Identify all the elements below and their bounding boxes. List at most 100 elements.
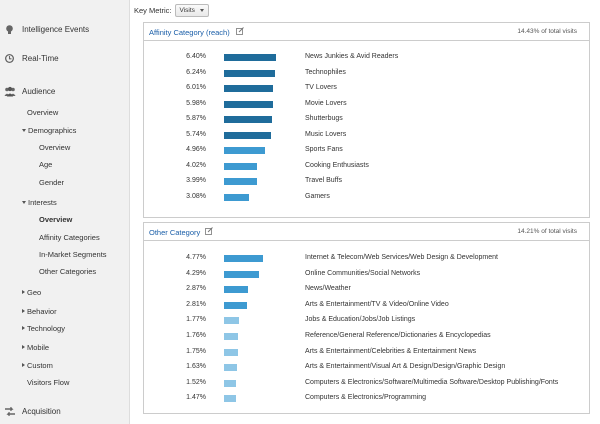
caret-down-icon <box>22 200 26 204</box>
nav-real-time-label: Real-Time <box>22 53 59 63</box>
caret-right-icon <box>22 363 25 367</box>
sidebar-item-geo[interactable]: Geo <box>0 286 130 298</box>
edit-icon[interactable] <box>205 227 213 235</box>
nav-acquisition-label: Acquisition <box>22 406 61 416</box>
lightbulb-icon <box>4 24 15 35</box>
sidebar-item-label: In-Market Segments <box>39 249 107 259</box>
sidebar-item-label: Other Categories <box>39 266 97 276</box>
bar-track <box>224 270 304 278</box>
bar-track <box>224 131 304 139</box>
panel-title[interactable]: Affinity Category (reach) <box>149 28 230 37</box>
nav-audience-label: Audience <box>22 86 56 96</box>
bar-track <box>224 348 304 356</box>
table-row[interactable]: 6.40% News Junkies & Avid Readers <box>144 50 591 65</box>
table-row[interactable]: 3.08% Gamers <box>144 190 591 205</box>
sidebar-item-mobile[interactable]: Mobile <box>0 341 130 353</box>
table-row[interactable]: 5.98% Movie Lovers <box>144 97 591 112</box>
row-percent: 6.24% <box>186 68 206 76</box>
sidebar-item-overview[interactable]: Overview <box>0 213 130 225</box>
sidebar-item-age[interactable]: Age <box>0 158 130 170</box>
table-row[interactable]: 4.96% Sports Fans <box>144 143 591 158</box>
table-row[interactable]: 3.99% Travel Buffs <box>144 174 591 189</box>
edit-icon[interactable] <box>236 27 244 35</box>
table-row[interactable]: 5.87% Shutterbugs <box>144 112 591 127</box>
row-category-name: Technophiles <box>305 68 346 76</box>
row-bar <box>224 255 264 262</box>
nav-audience[interactable]: Audience <box>0 84 130 98</box>
table-row[interactable]: 4.77% Internet & Telecom/Web Services/Web… <box>144 251 591 266</box>
sidebar-item-label: Affinity Categories <box>39 232 100 242</box>
sidebar-item-technology[interactable]: Technology <box>0 322 130 334</box>
row-category-name: Computers & Electronics/Programming <box>305 394 426 402</box>
sidebar-item-label: Custom <box>27 360 53 370</box>
row-percent: 4.02% <box>186 161 206 169</box>
row-bar <box>224 193 250 201</box>
sidebar-item-label: Overview <box>39 142 71 152</box>
sidebar-item-affinity-categories[interactable]: Affinity Categories <box>0 231 130 243</box>
table-row[interactable]: 6.24% Technophiles <box>144 66 591 81</box>
bar-track <box>224 162 304 170</box>
row-percent: 3.99% <box>186 177 206 184</box>
sidebar-item-other-categories[interactable]: Other Categories <box>0 265 130 277</box>
row-category-name: Online Communities/Social Networks <box>305 269 421 277</box>
table-row[interactable]: 6.01% TV Lovers <box>144 81 591 96</box>
nav-intelligence-events[interactable]: Intelligence Events <box>0 22 130 36</box>
sidebar-item-label: Interests <box>28 197 57 207</box>
sidebar-item-visitors-flow[interactable]: Visitors Flow <box>0 376 130 388</box>
row-bar <box>224 348 239 356</box>
key-metric-label: Key Metric: <box>134 6 172 15</box>
sidebar-item-behavior[interactable]: Behavior <box>0 305 130 317</box>
row-bar <box>224 162 257 170</box>
table-row[interactable]: 4.02% Cooking Enthusiasts <box>144 159 591 174</box>
other-category-panel: Other Category 14.21% of total visits 4.… <box>143 222 590 414</box>
key-metric: Key Metric: Visits <box>134 4 209 17</box>
table-row[interactable]: 1.76% Reference/General Reference/Diction… <box>144 329 591 344</box>
key-metric-value: Visits <box>179 7 195 14</box>
row-category-name: News/Weather <box>305 285 351 293</box>
sidebar: Intelligence Events Real-Time Audience O… <box>0 0 130 424</box>
row-bar <box>224 301 248 309</box>
row-percent: 1.63% <box>186 363 206 371</box>
nav-acquisition[interactable]: Acquisition <box>0 404 130 418</box>
row-category-name: Jobs & Education/Jobs/Job Listings <box>305 316 416 324</box>
table-row[interactable]: 5.74% Music Lovers <box>144 128 591 143</box>
row-bar <box>224 270 260 278</box>
row-bar <box>224 147 265 154</box>
row-bar <box>224 100 274 108</box>
row-percent: 5.87% <box>186 115 206 122</box>
row-percent: 4.96% <box>186 146 206 153</box>
row-category-name: Arts & Entertainment/TV & Video/Online V… <box>305 300 449 308</box>
sidebar-item-gender[interactable]: Gender <box>0 176 130 188</box>
bar-track <box>224 178 304 185</box>
table-row[interactable]: 1.47% Computers & Electronics/Programming <box>144 391 591 406</box>
table-row[interactable]: 4.29% Online Communities/Social Networks <box>144 267 591 282</box>
sidebar-item-label: Age <box>39 159 53 169</box>
sidebar-item-overview[interactable]: Overview <box>0 106 130 118</box>
sidebar-item-interests[interactable]: Interests <box>0 196 130 208</box>
caret-right-icon <box>22 309 25 313</box>
table-row[interactable]: 1.63% Arts & Entertainment/Visual Art & D… <box>144 360 591 375</box>
table-row[interactable]: 1.77% Jobs & Education/Jobs/Job Listings <box>144 313 591 328</box>
table-row[interactable]: 1.52% Computers & Electronics/Software/Mu… <box>144 376 591 391</box>
row-percent: 1.52% <box>186 378 206 386</box>
table-row[interactable]: 2.87% News/Weather <box>144 282 591 297</box>
sidebar-item-overview[interactable]: Overview <box>0 141 130 153</box>
sidebar-item-label: Overview <box>27 107 59 117</box>
bar-track <box>224 395 304 403</box>
sidebar-item-custom[interactable]: Custom <box>0 359 130 371</box>
table-row[interactable]: 1.75% Arts & Entertainment/Celebrities & … <box>144 345 591 360</box>
sidebar-item-demographics[interactable]: Demographics <box>0 124 130 136</box>
row-category-name: Arts & Entertainment/Celebrities & Enter… <box>305 347 477 355</box>
key-metric-select[interactable]: Visits <box>174 4 209 17</box>
sidebar-item-label: Mobile <box>27 342 50 352</box>
panel-header: Other Category 14.21% of total visits <box>144 223 589 241</box>
table-row[interactable]: 2.81% Arts & Entertainment/TV & Video/Onl… <box>144 298 591 313</box>
nav-real-time[interactable]: Real-Time <box>0 51 130 65</box>
row-bar <box>224 317 239 325</box>
panel-title[interactable]: Other Category <box>149 228 201 237</box>
caret-right-icon <box>22 345 25 349</box>
row-percent: 2.81% <box>186 300 206 308</box>
sidebar-item-in-market-segments[interactable]: In-Market Segments <box>0 248 130 260</box>
row-category-name: Music Lovers <box>305 130 347 138</box>
bar-track <box>224 193 304 201</box>
